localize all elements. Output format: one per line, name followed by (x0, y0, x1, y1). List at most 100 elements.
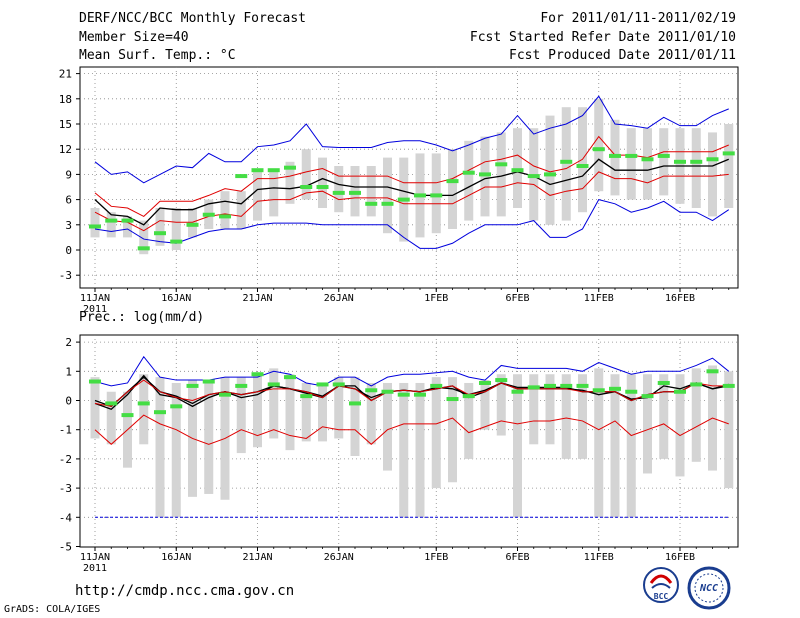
panel1-observed-mark (446, 179, 459, 184)
panel2-spread-box (496, 374, 506, 436)
panel1-observed-mark (300, 185, 313, 189)
panel2-spread-box (643, 374, 652, 474)
panel1-spread-box (220, 191, 230, 229)
panel1-observed-mark (511, 168, 524, 173)
panel1-observed-mark (430, 193, 443, 198)
panel2-ytick-label: 2 (65, 336, 72, 349)
panel2-spread-box (675, 374, 685, 477)
grads-credit: GrADS: COLA/IGES (4, 604, 101, 615)
panel1-observed-mark (544, 172, 556, 177)
panel1-observed-mark (592, 147, 605, 152)
panel2-spread-box (594, 368, 604, 518)
panel1-spread-box (659, 128, 669, 196)
panel1-ytick-label: 21 (59, 68, 72, 81)
panel1-minimum-line (94, 199, 730, 249)
panel2-maximum-line (94, 355, 730, 387)
panel2-spread-box (269, 368, 279, 439)
panel1-observed-mark (414, 193, 426, 198)
panel2-observed-mark (105, 401, 118, 406)
panel1-observed-mark (202, 212, 215, 217)
panel1-year-label: 2011 (83, 304, 107, 315)
panel1-observed-mark (219, 214, 231, 219)
panel2-observed-mark (349, 401, 361, 406)
member-size-label: Member Size=40 (79, 30, 189, 45)
panel2-observed-mark (625, 389, 638, 394)
panel2-observed-mark (397, 392, 410, 397)
panel2-observed-mark (592, 388, 605, 393)
panel2-xtick-label: 11FEB (584, 552, 614, 563)
panel2-spread-box (155, 377, 165, 518)
panel1-spread-box (643, 128, 652, 200)
panel2-frame (79, 334, 739, 548)
panel2-title: Prec.: log(mm/d) (79, 310, 205, 325)
panel1-spread-box (431, 153, 441, 234)
panel2-observed-mark (332, 382, 345, 387)
panel2-observed-mark (674, 389, 686, 394)
panel2-observed-mark (267, 382, 280, 387)
panel2-observed-mark (170, 404, 183, 409)
panel1-observed-mark (657, 153, 670, 158)
panel1-observed-mark (706, 157, 719, 162)
panel1-observed-mark (625, 153, 638, 158)
panel1-spread-box (236, 191, 246, 229)
panel2-spread-box (171, 382, 181, 518)
panel1-observed-mark (235, 174, 248, 179)
panel1-spread-box (269, 170, 279, 217)
panel1-xtick-label: 21JAN (242, 293, 272, 304)
panel1-spread-box (545, 115, 555, 225)
footer-url[interactable]: http://cmdp.ncc.cma.gov.cn (75, 583, 295, 599)
panel2-observed-mark (89, 379, 101, 384)
panel2-observed-mark (462, 394, 475, 399)
panel1-spread-box (513, 128, 522, 208)
panel2-spread-box (529, 374, 539, 445)
panel1-observed-mark (609, 153, 621, 158)
panel2-spread-box (659, 374, 669, 459)
panel1-spread-box (448, 149, 457, 229)
panel1-ytick-label: 18 (59, 93, 72, 106)
panel1-spread-box (90, 208, 100, 238)
panel1-observed-mark (154, 231, 166, 236)
panel1-spread-box (464, 140, 474, 221)
chart-title: DERF/NCC/BCC Monthly Forecast (79, 11, 306, 26)
panel1-ytick-label: 9 (65, 168, 72, 181)
panel1-observed-mark (284, 165, 296, 170)
panel2-observed-mark (219, 392, 231, 397)
panel1-upper-red-line (94, 135, 729, 218)
panel2-spread-box (366, 382, 376, 445)
panel2-xtick-label: 21JAN (242, 552, 272, 563)
panel2-observed-mark (495, 378, 508, 383)
panel1-observed-mark (332, 190, 345, 195)
panel1-observed-mark (89, 224, 101, 229)
panel2-spread-box (90, 377, 100, 439)
panel1-spread-box (318, 157, 327, 208)
panel1-spread-box (366, 166, 376, 217)
panel2-xtick-label: 6FEB (505, 552, 529, 563)
forecast-period-label: For 2011/01/11-2011/02/19 (540, 11, 736, 26)
refer-date-label: Fcst Started Refer Date 2011/01/10 (469, 30, 736, 45)
panel1-spread-box (253, 170, 262, 221)
panel2-ytick-label: -1 (59, 424, 72, 437)
panel2-observed-mark (202, 379, 215, 384)
panel2-ytick-label: -4 (59, 511, 73, 524)
panel1-ytick-label: 6 (65, 194, 72, 207)
panel1-spread-box (691, 128, 701, 208)
panel1-observed-mark (316, 185, 329, 189)
panel1-ytick-label: -3 (59, 269, 72, 282)
panel2-spread-box (431, 377, 441, 489)
panel2-spread-box (610, 374, 620, 518)
panel2-observed-mark (690, 382, 703, 387)
panel2-xtick-label: 26JAN (324, 552, 354, 563)
panel1-maximum-line (94, 95, 729, 184)
panel1-spread-box (139, 220, 149, 255)
panel2-spread-box (545, 374, 555, 445)
panel1-observed-mark (105, 218, 118, 223)
panel1-spread-box (480, 136, 490, 217)
panel1-spread-box (724, 124, 734, 208)
panel1-frame (79, 66, 739, 289)
panel2-spread-box (383, 382, 392, 471)
panel1-observed-mark (365, 201, 378, 206)
panel1-observed-mark (479, 172, 491, 177)
panel2-ytick-label: -3 (59, 482, 72, 495)
panel2-year-label: 2011 (83, 563, 107, 574)
